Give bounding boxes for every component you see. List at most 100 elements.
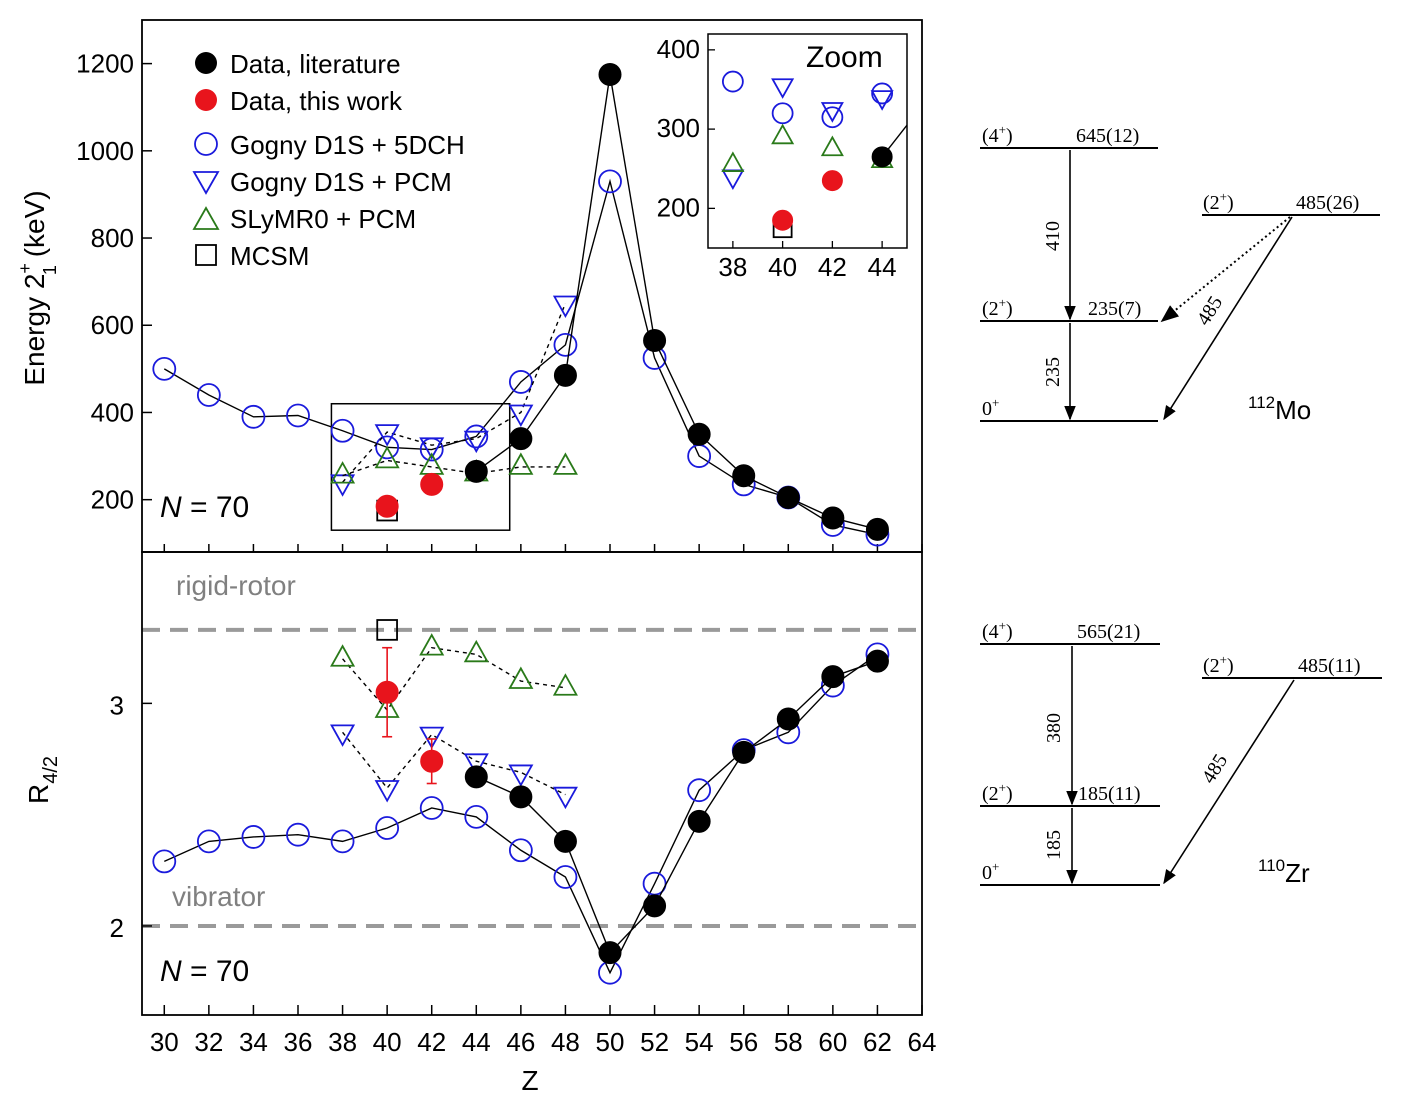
ratio-point-gogny_5dch — [330, 829, 355, 854]
energy-point-gogny_pcm — [508, 404, 534, 428]
ratio-point-gogny_pcm — [374, 780, 400, 803]
energy-point-gogny_pcm — [552, 295, 578, 318]
energy-line-gogny_5dch — [163, 178, 878, 536]
inset-point-gogny_5dch — [871, 82, 894, 105]
energy-point-this_work — [375, 494, 399, 518]
transition-label-485-mo: 485 — [1193, 292, 1228, 329]
level-energy-side-2plus-zr: 485(11) — [1298, 655, 1361, 677]
ratio-point-slymr0 — [508, 666, 534, 689]
x-tick-label: 56 — [729, 1027, 758, 1057]
ratio-point-gogny_pcm — [419, 726, 445, 750]
inset-point-gogny_5dch — [821, 106, 844, 129]
vibrator-label: vibrator — [172, 881, 265, 912]
ratio-n70-annotation: N = 70 — [160, 955, 249, 988]
level-label-2plus-mo: (2+) — [982, 295, 1013, 320]
energy-y-tick-label: 400 — [91, 397, 134, 427]
inset-point-slymr0 — [820, 135, 844, 157]
energy-y-tick-label: 600 — [91, 310, 134, 340]
energy-point-gogny_pcm — [374, 424, 400, 447]
x-axis-label: Z — [521, 1065, 538, 1096]
transition-label-235-mo: 235 — [1042, 357, 1064, 387]
ratio-point-lit — [598, 941, 622, 965]
level-scheme-110zr: (4+) 565(21) (2+) 185(11) 0+ (2+) 485(11… — [980, 618, 1382, 888]
ratio-line-gogny_5dch — [163, 653, 878, 975]
ratio-point-lit — [687, 809, 711, 833]
level-energy-2plus-zr: 185(11) — [1078, 783, 1141, 805]
ratio-point-lit — [865, 649, 889, 673]
inset-point-this_work — [821, 170, 843, 192]
ratio-point-this_work — [375, 680, 399, 704]
energy-point-gogny_5dch — [196, 383, 221, 407]
level-scheme-112mo: (4+) 645(12) (2+) 235(7) 0+ (2+) 485(26)… — [980, 122, 1380, 425]
ratio-point-lit — [821, 665, 845, 689]
legend-label-mcsm: MCSM — [230, 241, 309, 271]
ratio-line-lit — [475, 660, 878, 954]
ratio-point-gogny_5dch — [553, 865, 578, 889]
energy-point-lit — [776, 485, 800, 509]
energy-point-gogny_5dch — [553, 332, 578, 357]
energy-axis-ticks: 200 400 600 800 1000 1200 — [76, 49, 923, 552]
legend-marker-this-work — [195, 89, 217, 111]
ratio-point-gogny_5dch — [687, 778, 712, 803]
level-label-side-2plus-zr: (2+) — [1203, 652, 1234, 677]
ratio-point-slymr0 — [552, 673, 578, 696]
nucleus-label-112mo: 112Mo — [1248, 393, 1311, 425]
energy-point-lit — [464, 459, 488, 483]
inset-x-tick-label: 42 — [818, 252, 847, 282]
x-tick-label: 44 — [462, 1027, 491, 1057]
ratio-point-lit — [732, 740, 756, 764]
inset-y-tick-label: 300 — [657, 113, 700, 143]
legend-label-slymr0: SLyMR0 + PCM — [230, 204, 416, 234]
x-tick-label: 52 — [640, 1027, 669, 1057]
energy-point-gogny_pcm — [419, 437, 445, 460]
ratio-line-gogny_pcm — [342, 731, 566, 796]
level-label-side-2plus-mo: (2+) — [1203, 189, 1234, 214]
inset-point-slymr0 — [771, 123, 795, 145]
energy-point-gogny_5dch — [241, 404, 266, 429]
energy-y-tick-label: 1000 — [76, 136, 134, 166]
ratio-y-axis-label: R4/2 — [23, 756, 62, 804]
rigid-rotor-label: rigid-rotor — [176, 570, 296, 601]
ratio-point-gogny_5dch — [152, 849, 177, 874]
ratio-point-gogny_5dch — [508, 838, 533, 863]
level-label-0plus-mo: 0+ — [982, 395, 999, 420]
energy-point-lit — [553, 363, 577, 387]
inset-y-tick-label: 400 — [657, 34, 700, 64]
legend-label-this-work: Data, this work — [230, 86, 403, 116]
zoom-region-rect — [330, 402, 511, 531]
inset-point-lit — [871, 146, 893, 168]
energy-point-slymr0 — [330, 461, 356, 484]
ratio-point-gogny_5dch — [196, 829, 221, 854]
inset-plot-area — [721, 70, 907, 239]
legend-marker-mcsm — [195, 244, 217, 266]
legend-label-gogny-pcm: Gogny D1S + PCM — [230, 167, 452, 197]
ratio-axis-ticks: 2 3 30 32 34 36 38 40 42 44 46 48 50 52 54 56 58 60 62 64 — [110, 690, 937, 1057]
x-tick-label: 40 — [373, 1027, 402, 1057]
energy-line-slymr0 — [342, 459, 566, 477]
energy-point-lit — [687, 422, 711, 446]
ratio-point-lit — [643, 894, 667, 918]
energy-y-tick-label: 800 — [91, 223, 134, 253]
ratio-point-mcsm — [376, 619, 398, 641]
level-label-4plus-mo: (4+) — [982, 122, 1013, 147]
energy-point-lit — [509, 427, 533, 451]
ratio-point-lit — [464, 765, 488, 789]
energy-point-slymr0 — [374, 445, 400, 469]
inset-axis-ticks: 38 40 42 44 200 300 400 — [657, 34, 897, 282]
x-tick-label: 48 — [551, 1027, 580, 1057]
ratio-panel: rigid-rotor vibrator 2 3 30 32 34 36 38 40 42 44 4… — [23, 551, 937, 1096]
ratio-point-gogny_5dch — [241, 825, 266, 849]
ratio-point-gogny_5dch — [286, 822, 310, 847]
inset-y-tick-label: 200 — [657, 192, 700, 222]
ratio-line-slymr0 — [342, 646, 566, 712]
x-tick-label: 42 — [417, 1027, 446, 1057]
x-tick-label: 62 — [863, 1027, 892, 1057]
x-tick-label: 46 — [506, 1027, 535, 1057]
ratio-point-this_work — [420, 749, 444, 773]
ratio-point-lit — [509, 785, 533, 809]
legend-label-gogny-5dch: Gogny D1S + 5DCH — [230, 130, 465, 160]
legend-entry-mcsm: MCSM — [195, 241, 309, 271]
energy-point-slymr0 — [552, 452, 578, 475]
zoom-region-box — [330, 402, 511, 531]
energy-point-gogny_5dch — [464, 424, 489, 449]
